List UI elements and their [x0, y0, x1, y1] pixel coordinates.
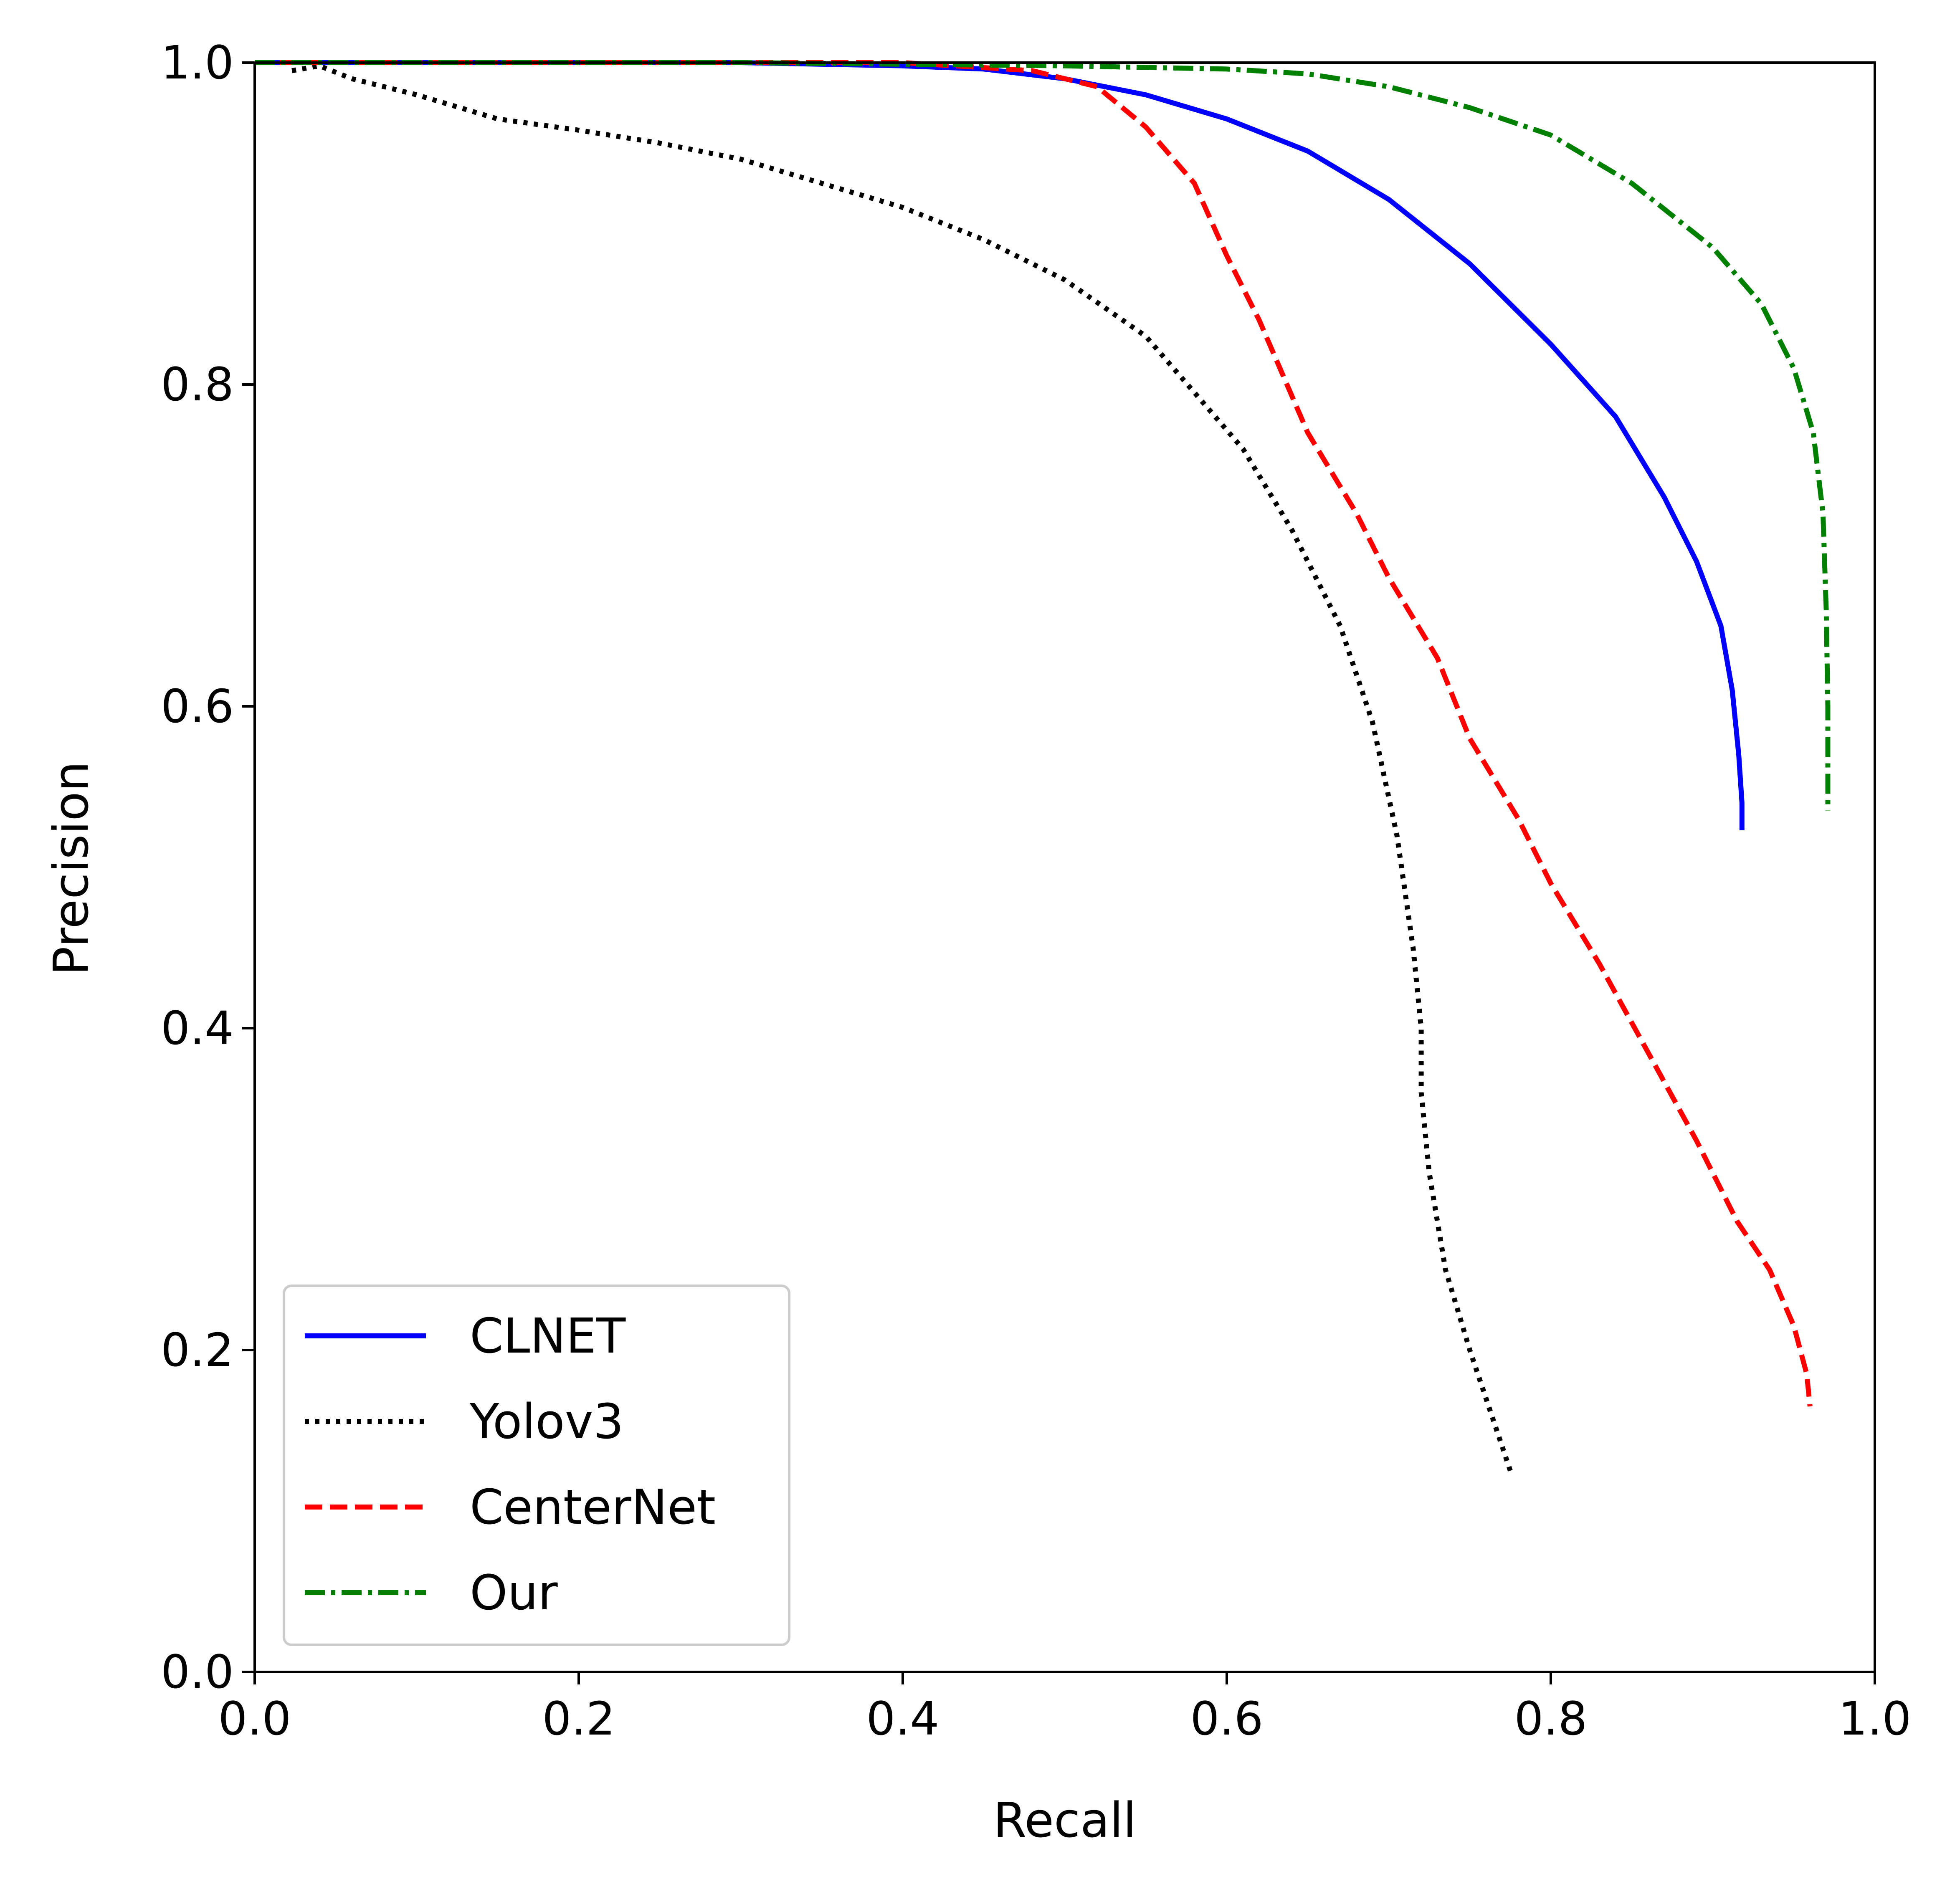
x-axis-ticks: 0.0 0.2 0.4 0.6 0.8 1.0 — [218, 1672, 1912, 1745]
legend: CLNET Yolov3 CenterNet Our — [283, 1285, 790, 1646]
y-tick-label: 0.8 — [161, 358, 234, 411]
x-axis-label: Recall — [993, 1793, 1136, 1849]
x-tick-label: 0.8 — [1514, 1692, 1588, 1745]
x-tick-label: 1.0 — [1838, 1692, 1912, 1745]
y-axis-label: Precision — [43, 761, 99, 975]
plot-frame — [253, 61, 1876, 1673]
x-tick-label: 0.2 — [542, 1692, 615, 1745]
y-tick-label: 1.0 — [161, 36, 234, 89]
y-tick-label: 0.6 — [161, 680, 234, 733]
legend-label-centernet: CenterNet — [470, 1479, 716, 1535]
legend-label-clnet: CLNET — [470, 1308, 626, 1364]
legend-box — [283, 1285, 790, 1646]
series-line-our — [255, 60, 1831, 811]
x-tick-label: 0.0 — [218, 1692, 291, 1745]
y-tick-label: 0.2 — [161, 1323, 234, 1377]
legend-label-yolov3: Yolov3 — [469, 1394, 624, 1450]
series-line-yolov3 — [291, 63, 1513, 1472]
y-tick-label: 0.4 — [161, 1001, 234, 1055]
x-tick-label: 0.6 — [1190, 1692, 1264, 1745]
x-tick-label: 0.4 — [866, 1692, 939, 1745]
series-line-centernet — [255, 60, 1813, 1407]
y-axis-ticks: 0.0 0.2 0.4 0.6 0.8 1.0 — [161, 36, 255, 1699]
legend-label-our: Our — [470, 1565, 558, 1621]
y-tick-label: 0.0 — [161, 1645, 234, 1699]
